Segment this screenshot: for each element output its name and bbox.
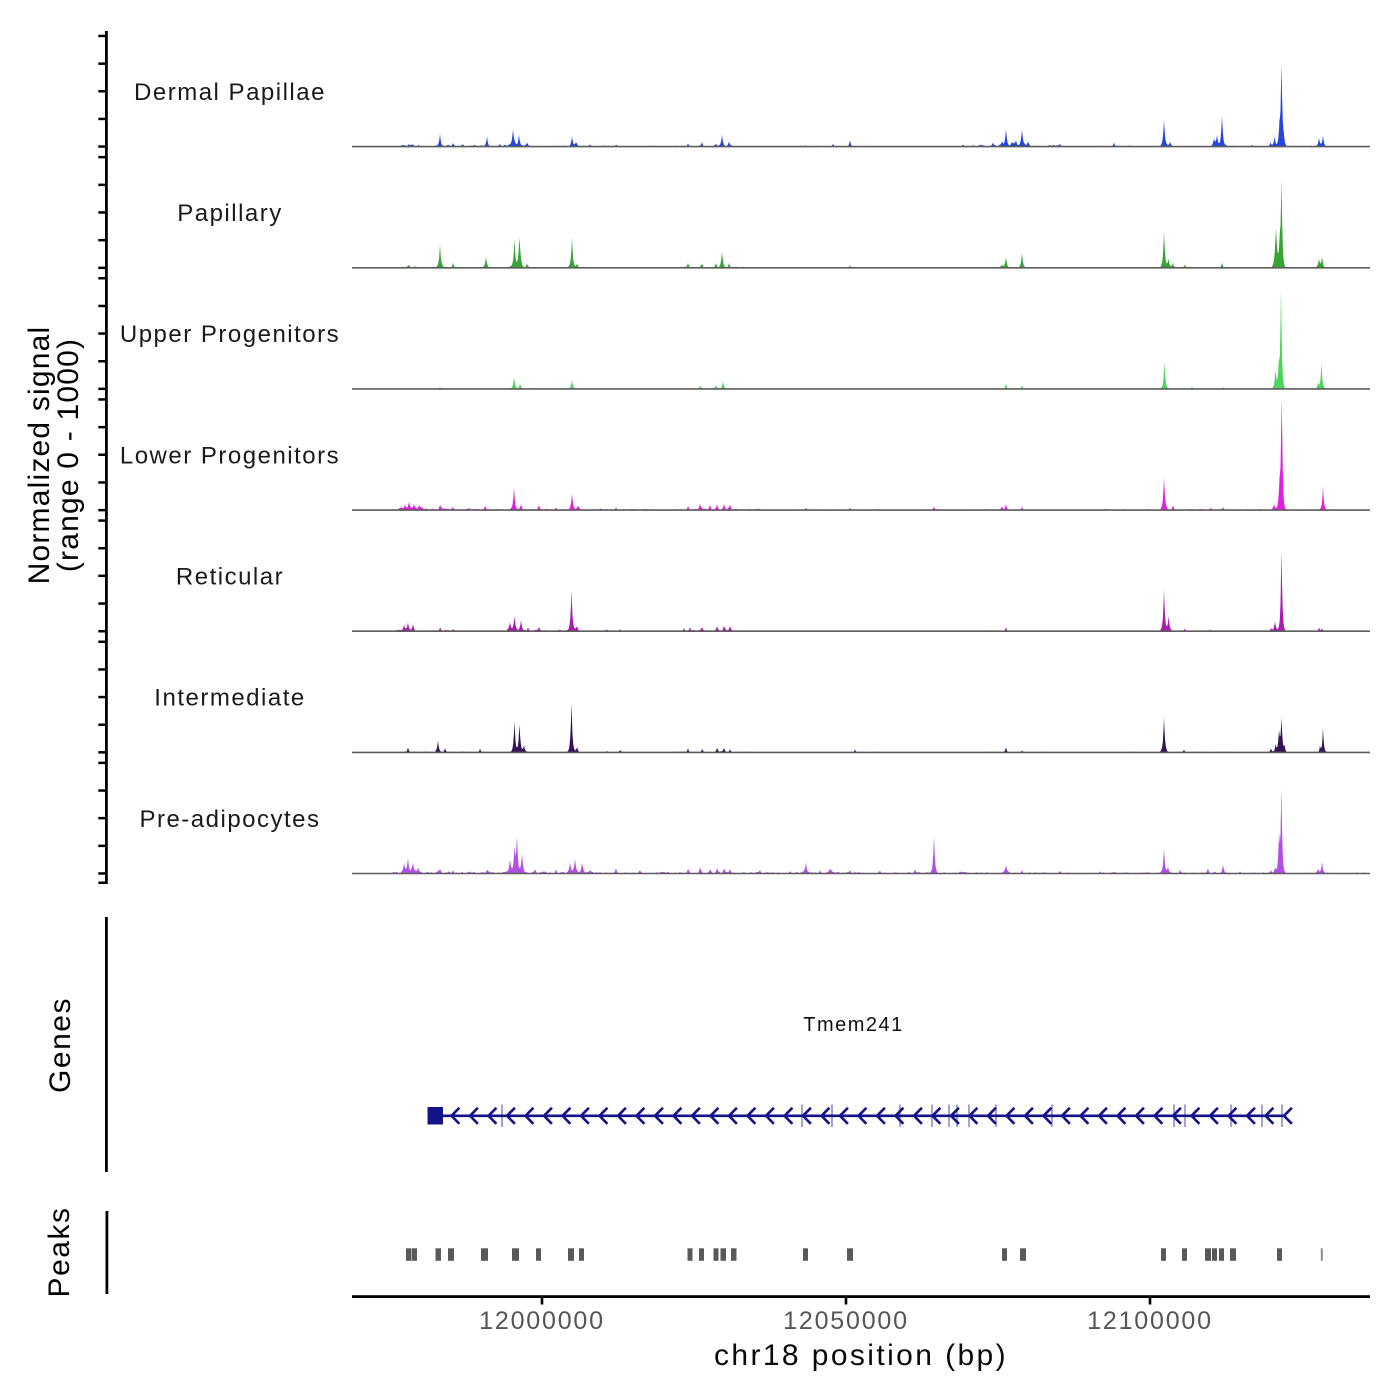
svg-text:Intermediate: Intermediate [154, 685, 305, 712]
svg-text:Genes: Genes [44, 997, 77, 1093]
svg-text:12100000: 12100000 [1087, 1307, 1213, 1335]
svg-text:Pre-adipocytes: Pre-adipocytes [139, 806, 320, 833]
svg-text:12050000: 12050000 [783, 1307, 909, 1335]
svg-text:(range 0 - 1000): (range 0 - 1000) [52, 338, 85, 572]
svg-text:Lower Progenitors: Lower Progenitors [120, 442, 340, 469]
svg-text:Upper Progenitors: Upper Progenitors [120, 321, 340, 348]
svg-text:Dermal Papillae: Dermal Papillae [134, 79, 326, 106]
svg-text:Peaks: Peaks [43, 1207, 76, 1298]
svg-text:Tmem241: Tmem241 [803, 1014, 904, 1036]
svg-text:Normalized signal: Normalized signal [23, 326, 56, 585]
svg-text:Papillary: Papillary [177, 200, 283, 227]
svg-text:chr18 position (bp): chr18 position (bp) [714, 1339, 1008, 1372]
svg-text:12000000: 12000000 [479, 1307, 605, 1335]
svg-text:Reticular: Reticular [176, 564, 284, 591]
